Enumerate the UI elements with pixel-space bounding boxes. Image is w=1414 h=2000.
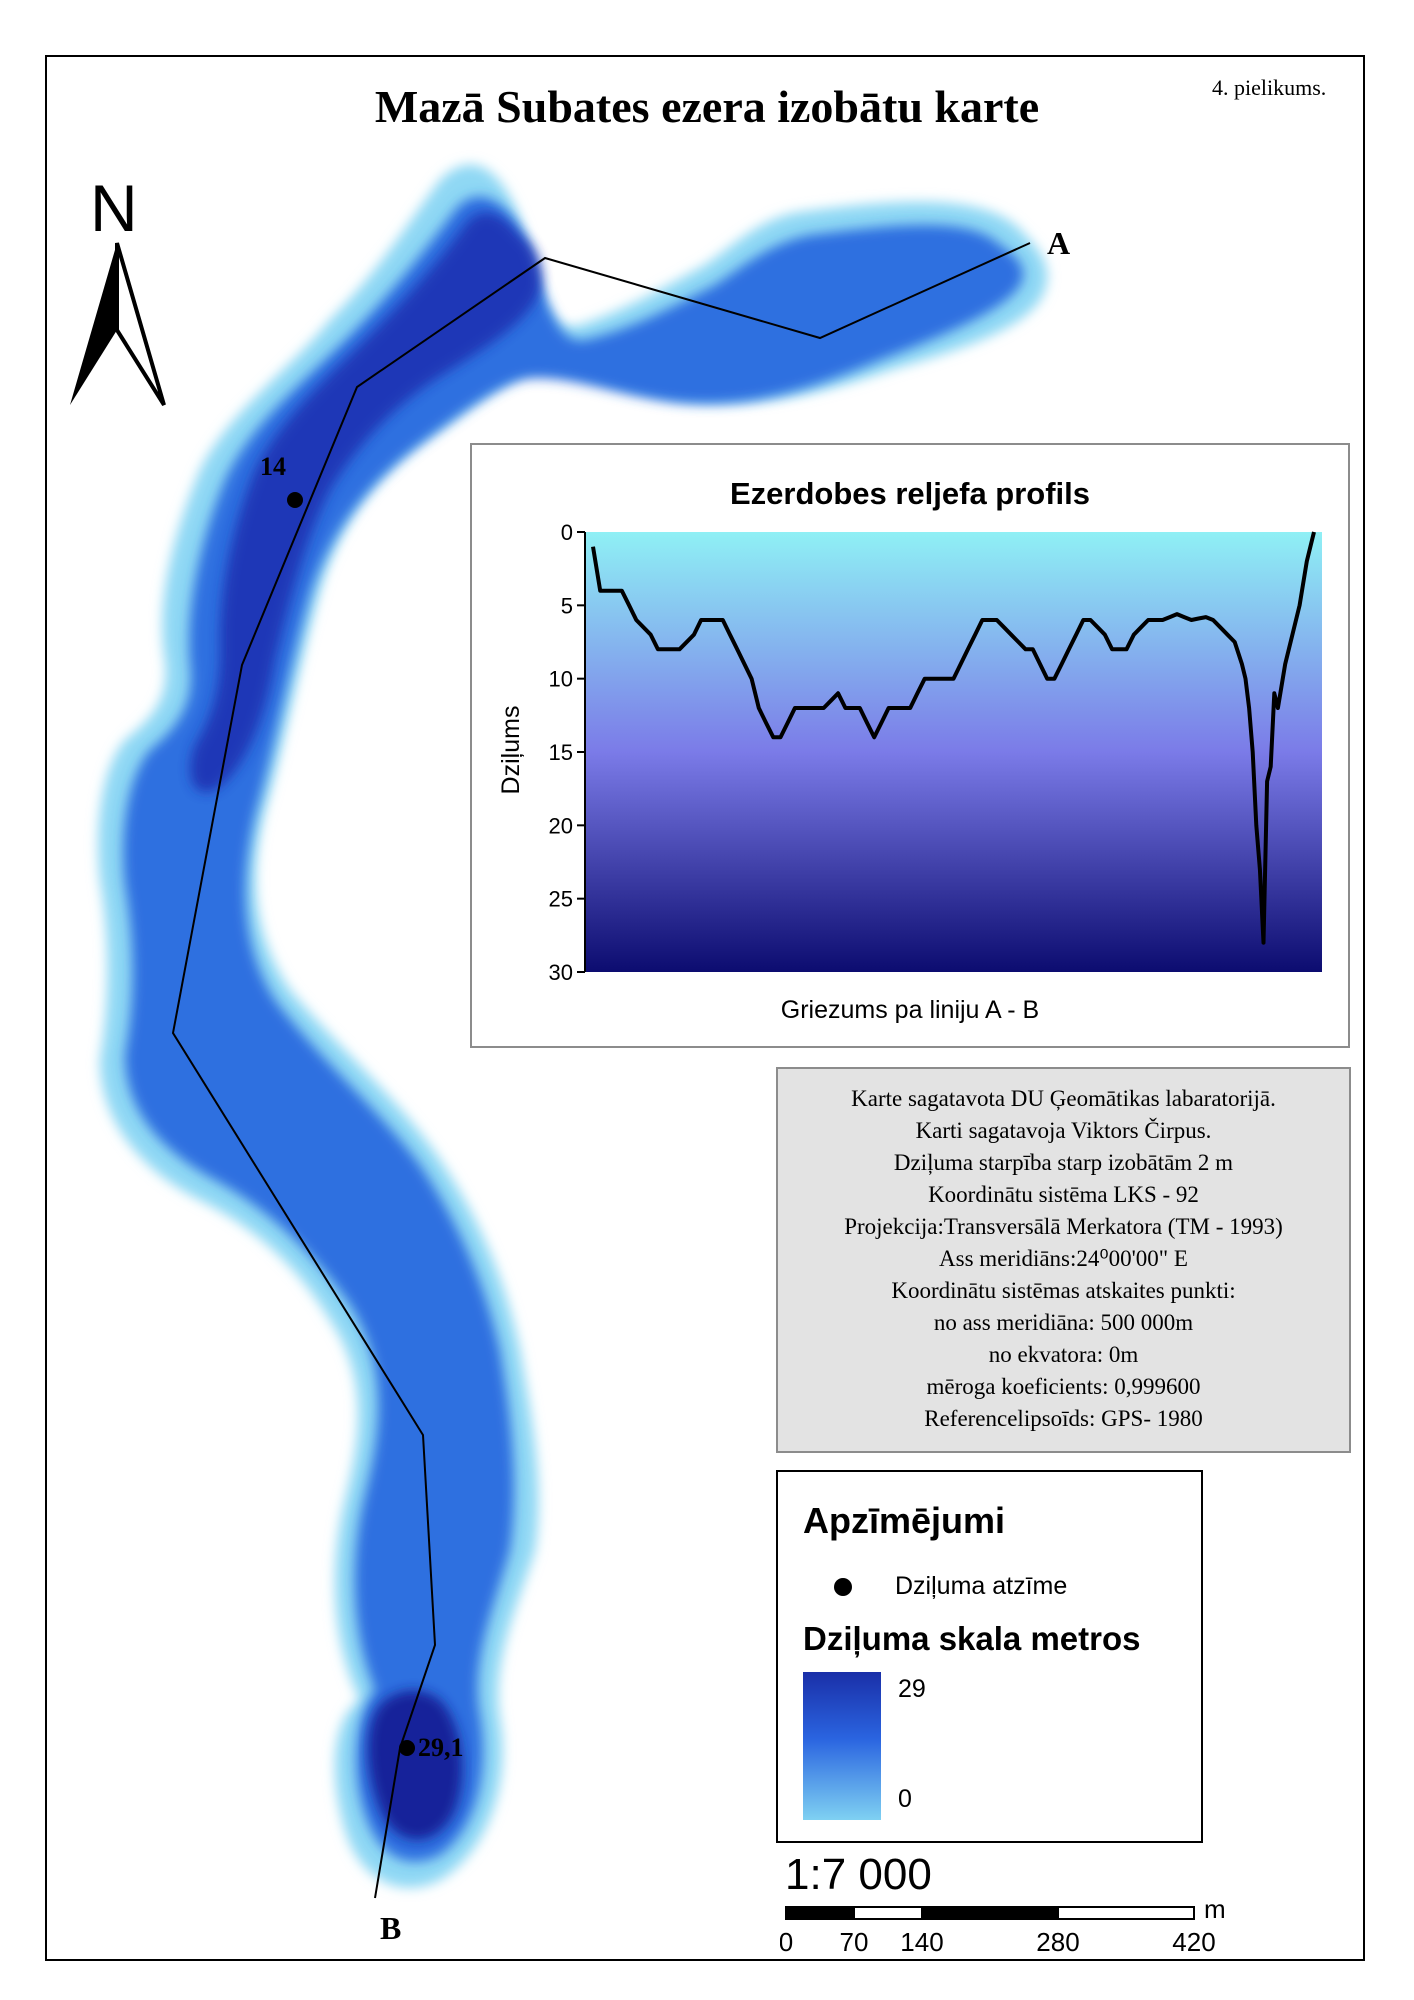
scale-tick-label: 0 xyxy=(780,1927,793,1957)
legend: Apzīmējumi Dziļuma atzīme Dziļuma skala … xyxy=(776,1470,1203,1843)
depth-mark-29: 29,1 xyxy=(418,1733,464,1762)
lake-deep-zone xyxy=(190,212,542,792)
y-tick-label: 20 xyxy=(549,813,573,838)
map-info-box: Karte sagatavota DU Ģeomātikas labarator… xyxy=(776,1067,1351,1453)
info-line: mēroga koeficients: 0,999600 xyxy=(926,1374,1201,1399)
x-axis-label: Griezums pa liniju A - B xyxy=(781,996,1039,1024)
y-tick-label: 0 xyxy=(561,520,573,545)
scale-tick-label: 140 xyxy=(900,1927,943,1957)
scale-tick-label: 280 xyxy=(1036,1927,1079,1957)
profile-line xyxy=(171,242,1031,1899)
legend-scale-title: Dziļuma skala metros xyxy=(803,1620,1141,1657)
y-tick-label: 5 xyxy=(561,593,573,618)
y-tick-label: 30 xyxy=(549,960,573,985)
scale-unit: m xyxy=(1204,1895,1226,1924)
north-arrow-icon xyxy=(70,242,166,407)
info-line: Karte sagatavota DU Ģeomātikas labarator… xyxy=(851,1086,1276,1111)
info-line: Koordinātu sistēma LKS - 92 xyxy=(928,1182,1199,1207)
info-line: Dziļuma starpība starp izobātām 2 m xyxy=(893,1150,1234,1175)
scale-bar: m 0 70 140 280 420 xyxy=(780,1895,1226,1957)
info-line: Ass meridiāns:24⁰00'00" E xyxy=(939,1246,1188,1271)
depth-mark-point-14 xyxy=(287,492,303,508)
depth-point-icon xyxy=(834,1578,852,1596)
info-line: Referencelipsoīds: GPS- 1980 xyxy=(924,1406,1203,1431)
y-axis-label: Dziļums xyxy=(497,706,525,795)
y-tick-label: 15 xyxy=(549,740,573,765)
profile-point-a: A xyxy=(1047,225,1071,261)
depth-mark-point-29 xyxy=(399,1740,415,1756)
depth-color-ramp xyxy=(803,1672,881,1820)
info-line: Projekcija:Transversālā Merkatora (TM - … xyxy=(844,1214,1283,1239)
scale-ratio: 1:7 000 xyxy=(785,1850,932,1899)
north-label: N xyxy=(90,171,138,245)
profile-chart: Ezerdobes reljefa profils 0 5 10 15 20 25 30 G… xyxy=(497,476,1322,1024)
profile-line-series xyxy=(591,531,1316,945)
legend-min-value: 0 xyxy=(898,1785,912,1813)
map-frame xyxy=(45,55,1365,1961)
profile-chart-panel: Ezerdobes reljefa profils 0 5 10 15 20 25 30 G… xyxy=(470,443,1350,1048)
page-title: Mazā Subates ezera izobātu karte xyxy=(374,81,1040,132)
info-line: Karti sagatavoja Viktors Čirpus. xyxy=(915,1118,1212,1143)
legend-max-value: 29 xyxy=(898,1675,926,1703)
y-tick-label: 25 xyxy=(549,887,573,912)
y-tick-label: 10 xyxy=(549,667,573,692)
profile-point-b: B xyxy=(380,1910,402,1946)
info-line: Koordinātu sistēmas atskaites punkti: xyxy=(891,1278,1236,1303)
scale-tick-label: 70 xyxy=(840,1927,869,1957)
plot-area xyxy=(585,532,1322,972)
chart-title: Ezerdobes reljefa profils xyxy=(730,476,1090,511)
scale-tick-label: 420 xyxy=(1172,1927,1215,1957)
legend-point-label: Dziļuma atzīme xyxy=(895,1572,1068,1600)
depth-mark-14: 14 xyxy=(260,452,286,481)
appendix-label: 4. pielikums. xyxy=(1212,75,1327,100)
legend-title: Apzīmējumi xyxy=(803,1500,1006,1541)
info-line: no ass meridiāna: 500 000m xyxy=(933,1310,1194,1335)
info-line: no ekvatora: 0m xyxy=(988,1342,1139,1367)
